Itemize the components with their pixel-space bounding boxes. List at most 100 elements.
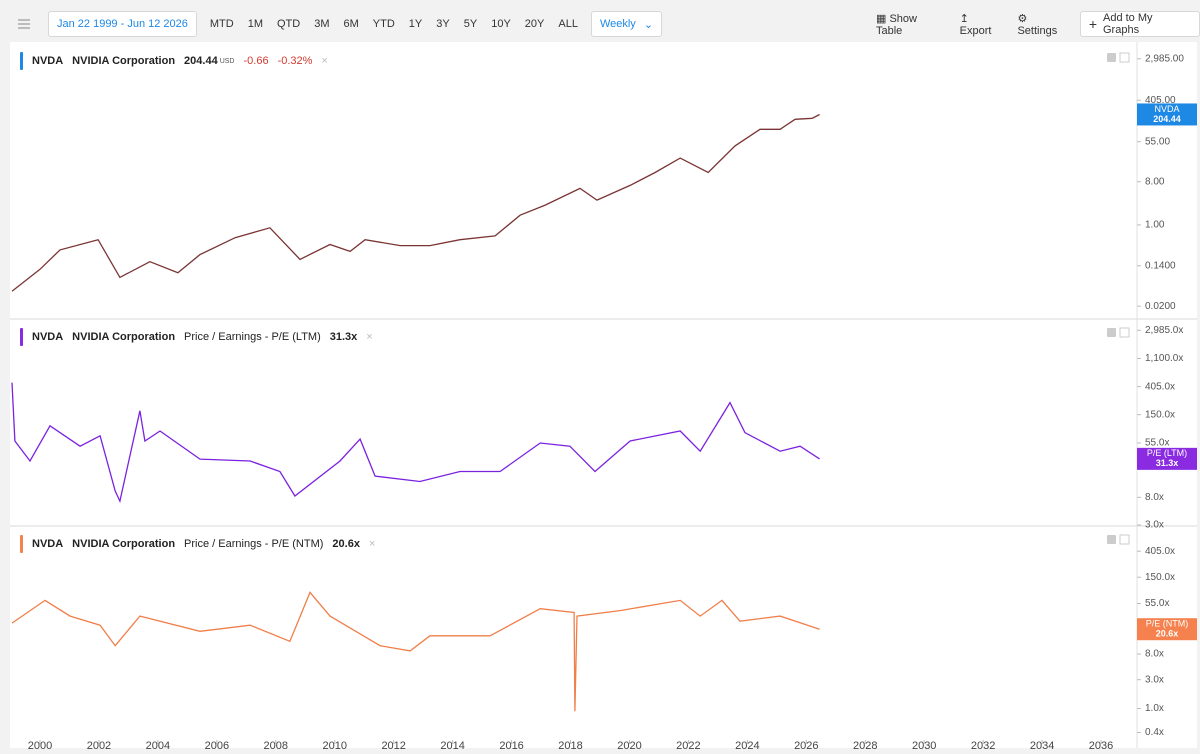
company: NVIDIA Corporation xyxy=(72,538,176,550)
x-tick-label: 2024 xyxy=(735,740,759,752)
panel-icon xyxy=(1107,328,1116,337)
x-tick-label: 2008 xyxy=(264,740,288,752)
y-tick-label: 3.0x xyxy=(1145,674,1164,685)
line-series xyxy=(11,591,820,712)
x-tick-label: 2032 xyxy=(971,740,995,752)
range-button[interactable]: 20Y xyxy=(524,18,545,30)
x-tick-label: 2016 xyxy=(499,740,523,752)
frequency-select[interactable]: Weekly ⌄ xyxy=(590,11,663,37)
export-label: Export xyxy=(959,24,992,37)
range-button[interactable]: 6M xyxy=(343,18,359,30)
panel-icon xyxy=(1107,535,1116,544)
range-button[interactable]: 10Y xyxy=(491,18,511,30)
value-badge xyxy=(1137,103,1197,126)
y-tick-label: 1.00 xyxy=(1145,220,1165,231)
line-series xyxy=(11,113,820,292)
x-tick-label: 2002 xyxy=(87,740,111,752)
x-tick-label: 2036 xyxy=(1089,740,1113,752)
y-tick-label: 150.0x xyxy=(1145,572,1175,583)
y-tick-label: 55.0x xyxy=(1145,598,1169,609)
x-tick-label: 2010 xyxy=(322,740,346,752)
add-to-graphs[interactable]: + Add to My Graphs xyxy=(1079,11,1200,37)
x-tick-label: 2022 xyxy=(676,740,700,752)
range-button[interactable]: 1Y xyxy=(408,18,423,30)
close-icon[interactable]: × xyxy=(321,55,328,67)
export[interactable]: ↥ Export xyxy=(959,12,992,37)
badge-name: P/E (LTM) xyxy=(1147,448,1187,458)
settings-label: Settings xyxy=(1017,24,1058,37)
y-tick-label: 405.00 xyxy=(1145,95,1176,106)
x-tick-label: 2026 xyxy=(794,740,818,752)
badge-value: 31.3x xyxy=(1156,458,1179,468)
company: NVIDIA Corporation xyxy=(72,331,176,343)
panel-icon xyxy=(1119,327,1130,338)
y-tick-label: 55.0x xyxy=(1145,438,1169,449)
currency: USD xyxy=(219,57,235,65)
change: -0.66 xyxy=(243,55,269,67)
y-tick-label: 8.0x xyxy=(1145,649,1164,660)
y-tick-label: 405.0x xyxy=(1145,381,1175,392)
y-tick-label: 55.00 xyxy=(1145,136,1170,147)
show-table[interactable]: ▦ Show Table xyxy=(876,12,917,37)
y-tick-label: 150.0x xyxy=(1145,409,1175,420)
range-button[interactable]: 3M xyxy=(314,18,330,30)
range-button[interactable]: ALL xyxy=(558,18,578,30)
y-tick-label: 1,100.0x xyxy=(1145,353,1183,364)
range-button[interactable]: 3Y xyxy=(436,18,450,30)
panel-header: NVDA NVIDIA Corporation Price / Earnings… xyxy=(20,535,375,553)
panel-header: NVDA NVIDIA Corporation Price / Earnings… xyxy=(20,328,373,346)
x-tick-label: 2034 xyxy=(1030,740,1054,752)
y-tick-label: 1.0x xyxy=(1145,703,1164,714)
badge-value: 204.44 xyxy=(1153,114,1181,124)
close-icon[interactable]: × xyxy=(366,331,373,343)
y-tick-label: 2,985.00 xyxy=(1145,53,1184,64)
close-icon[interactable]: × xyxy=(368,538,376,550)
ticker: NVDA xyxy=(32,331,64,343)
ticker: NVDA xyxy=(32,538,64,550)
metric: Price / Earnings - P/E (NTM) xyxy=(184,538,324,550)
settings[interactable]: ⚙ Settings xyxy=(1017,12,1058,37)
date-range[interactable]: Jan 22 1999 - Jun 12 2026 xyxy=(48,11,197,37)
change-pct: -0.32% xyxy=(277,55,313,67)
range-button[interactable]: MTD xyxy=(209,18,234,30)
series-color xyxy=(20,52,23,70)
value-badge xyxy=(1137,618,1197,641)
x-tick-label: 2014 xyxy=(440,740,464,752)
add-label: Add to My Graphs xyxy=(1103,12,1153,36)
line-series xyxy=(11,382,820,504)
y-tick-label: 8.0x xyxy=(1145,492,1164,503)
frequency: Weekly xyxy=(599,18,636,30)
y-tick-label: 0.1400 xyxy=(1145,260,1176,271)
x-tick-label: 2004 xyxy=(146,740,170,752)
y-tick-label: 0.0200 xyxy=(1145,301,1176,312)
range-button[interactable]: 5Y xyxy=(463,18,478,30)
range-button[interactable]: QTD xyxy=(277,18,301,30)
chart-background xyxy=(10,42,1197,748)
range-button[interactable]: YTD xyxy=(372,18,395,30)
range-buttons: MTD 1M QTD 3M 6M YTD 1Y 3Y 5Y 10Y 20Y ALL xyxy=(203,18,585,30)
x-tick-label: 2020 xyxy=(617,740,641,752)
x-tick-label: 2018 xyxy=(558,740,582,752)
y-tick-label: 3.0x xyxy=(1145,520,1164,531)
x-tick-label: 2028 xyxy=(853,740,877,752)
range-button[interactable]: 1M xyxy=(247,18,263,30)
series-color xyxy=(20,535,23,553)
panel-header: NVDA NVIDIA Corporation 204.44 USD -0.66… xyxy=(20,52,328,70)
badge-name: P/E (NTM) xyxy=(1146,619,1189,629)
x-tick-label: 2000 xyxy=(28,740,52,752)
series-color xyxy=(20,328,23,346)
y-tick-label: 0.4x xyxy=(1145,727,1164,738)
show-table-label: Show Table xyxy=(876,12,917,37)
y-tick-label: 405.0x xyxy=(1145,546,1175,557)
value-badge xyxy=(1137,447,1197,470)
x-tick-label: 2006 xyxy=(205,740,229,752)
badge-value: 20.6x xyxy=(1156,629,1179,639)
last-value: 204.44 xyxy=(184,55,218,67)
y-tick-label: 2,985.0x xyxy=(1145,325,1183,336)
y-tick-label: 8.00 xyxy=(1145,176,1165,187)
toolbar: Jan 22 1999 - Jun 12 2026 MTD 1M QTD 3M 6M YT… xyxy=(48,11,663,37)
panel-icon xyxy=(1119,52,1130,63)
x-tick-label: 2030 xyxy=(912,740,936,752)
collapse-icon[interactable] xyxy=(14,14,34,34)
